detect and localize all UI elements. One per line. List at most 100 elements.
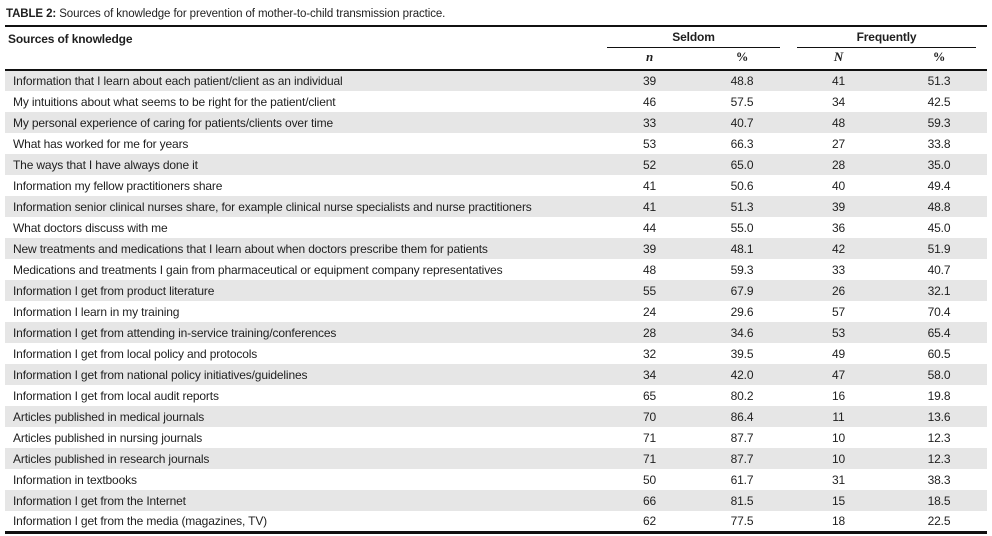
table-row: Information I get from attending in-serv… (5, 322, 988, 343)
row-value: 53 (831, 325, 846, 340)
table-caption-text: Sources of knowledge for prevention of m… (56, 8, 446, 20)
table-row: Articles published in research journals 7… (5, 448, 988, 469)
row-value: 15 (831, 493, 846, 508)
row-value: 46 (642, 94, 657, 109)
table-header: Sources of knowledge Seldom Frequently n… (5, 27, 988, 71)
row-value: 48.8 (730, 74, 754, 88)
table-row: Medications and treatments I gain from p… (5, 259, 987, 280)
row-value: 65 (642, 388, 657, 403)
row-label: What doctors discuss with me (13, 220, 168, 235)
row-value: 62 (601, 511, 698, 534)
row-value: 41 (642, 178, 657, 193)
table-caption: TABLE 2: Sources of knowledge for preven… (5, 3, 987, 27)
row-value: 39 (642, 74, 657, 88)
row-value: 59.3 (927, 115, 951, 130)
row-label: Articles published in medical journals (13, 409, 205, 424)
row-value: 48 (642, 262, 657, 277)
row-value: 13.6 (927, 409, 951, 424)
row-value: 60.5 (927, 346, 951, 361)
row-value: 33 (831, 262, 846, 277)
row-value: 57 (831, 304, 846, 319)
row-value: 71 (642, 430, 657, 445)
row-value: 71 (642, 451, 657, 466)
row-label: Articles published in research journals (13, 451, 210, 466)
row-value: 27 (831, 136, 846, 151)
row-value: 66 (642, 493, 657, 508)
table-row: My intuitions about what seems to be rig… (5, 91, 987, 112)
row-value: 11 (832, 409, 845, 424)
row-value: 31 (831, 472, 846, 487)
percent-symbol: % (735, 49, 749, 64)
table-row: Information in textbooks 50 61.7 31 38.3 (5, 469, 987, 490)
row-value: 38.3 (927, 472, 951, 487)
row-value: 35.0 (927, 157, 951, 172)
row-value: 81.5 (730, 493, 754, 508)
row-value: 26 (831, 283, 846, 298)
row-value: 40 (831, 178, 846, 193)
table-body: Information that I learn about each pati… (5, 70, 988, 534)
row-value: 36 (831, 220, 846, 235)
table-row: My personal experience of caring for pat… (5, 112, 988, 133)
row-value: 40.7 (927, 262, 951, 277)
row-value: 41 (642, 199, 657, 214)
table-row: Information I get from product literatur… (5, 280, 988, 301)
row-value: 39.5 (730, 346, 754, 361)
table-row: Information I get from local audit repor… (5, 385, 987, 406)
column-group-frequently-label: Frequently (797, 30, 977, 48)
row-value: 57.5 (730, 94, 754, 109)
table-row: Information I get from the media (magazi… (5, 511, 988, 534)
row-value: 32.1 (927, 283, 951, 298)
row-value: 55 (642, 283, 657, 298)
row-value: 24 (642, 304, 657, 319)
row-value: 55.0 (730, 220, 754, 235)
column-header-sources: Sources of knowledge (5, 27, 601, 71)
row-label: Information I learn in my training (13, 304, 180, 319)
table-row: Articles published in nursing journals 71… (5, 427, 987, 448)
row-value: 87.7 (730, 451, 754, 466)
row-value: 42.0 (730, 367, 754, 382)
row-label: What has worked for me for years (13, 136, 189, 151)
row-value: 53 (642, 136, 657, 151)
table-row: Information I get from the Internet 66 81.… (5, 490, 988, 511)
row-value: 58.0 (927, 367, 951, 382)
row-label: Information my fellow practitioners shar… (13, 178, 223, 193)
row-value: 87.7 (730, 430, 754, 445)
row-value: 34 (831, 94, 846, 109)
row-value: 32 (642, 346, 657, 361)
row-value: 48.1 (730, 241, 754, 256)
row-value: 51.3 (730, 199, 754, 214)
row-value: 41 (831, 74, 846, 88)
row-value: 51.9 (927, 241, 951, 256)
row-value: 33 (642, 115, 657, 130)
row-value: 34 (642, 367, 657, 382)
row-value: 67.9 (730, 283, 754, 298)
row-label: My personal experience of caring for pat… (13, 115, 334, 130)
row-value: 42 (831, 241, 846, 256)
row-value: 48 (831, 115, 846, 130)
column-header-frequently-percent: % (891, 48, 988, 71)
row-label: Information in textbooks (13, 472, 137, 487)
row-value: 70.4 (927, 304, 951, 319)
row-value: 86.4 (730, 409, 754, 424)
column-header-seldom-percent: % (698, 48, 787, 71)
row-value: 12.3 (927, 430, 951, 445)
table-row: What doctors discuss with me 44 55.0 36 45.0 (5, 217, 987, 238)
n-symbol: n (645, 49, 654, 64)
table-row: Information I learn in my training 24 29.6… (5, 301, 987, 322)
row-label: The ways that I have always done it (13, 157, 198, 172)
row-value: 39 (642, 241, 657, 256)
row-value: 42.5 (927, 94, 951, 109)
table-caption-label: TABLE 2: (6, 8, 57, 20)
row-value: 12.3 (927, 451, 951, 466)
row-value: 50.6 (730, 178, 754, 193)
row-value: 47 (831, 367, 846, 382)
row-value: 66.3 (730, 136, 754, 151)
row-label: Articles published in nursing journals (13, 430, 203, 445)
row-label: Information I get from local audit repor… (13, 388, 219, 403)
row-label: Information I get from product literatur… (13, 283, 215, 298)
row-value: 65.4 (927, 325, 951, 340)
row-value: 29.6 (730, 304, 754, 319)
row-value: 45.0 (927, 220, 951, 235)
table-row: Information I get from national policy i… (5, 364, 988, 385)
row-value: 49 (831, 346, 846, 361)
